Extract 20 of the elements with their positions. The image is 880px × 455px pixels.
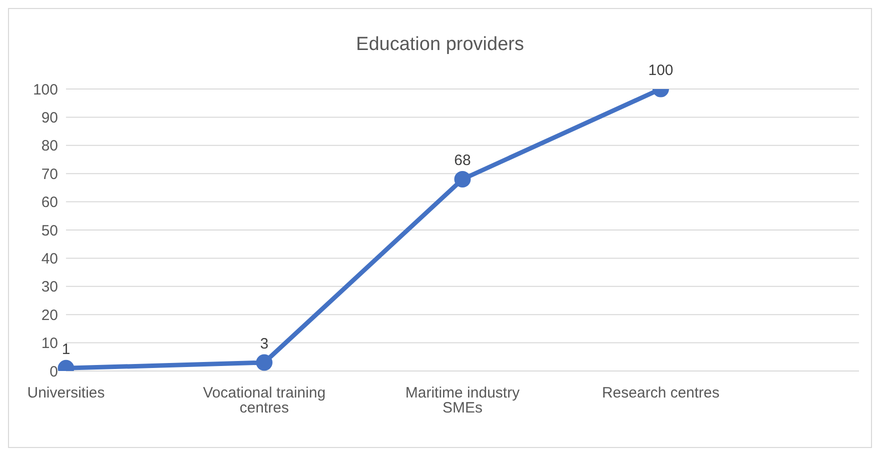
x-tick-label: Research centres xyxy=(602,384,720,402)
data-label: 100 xyxy=(648,62,674,79)
data-label: 68 xyxy=(454,152,471,170)
y-tick-label: 0 xyxy=(50,363,58,380)
data-label: 1 xyxy=(62,341,70,358)
y-tick-label: 50 xyxy=(41,222,58,240)
chart-title: Education providers xyxy=(355,34,525,56)
y-tick-label: 80 xyxy=(41,138,58,155)
y-tick-label: 90 xyxy=(41,110,58,127)
y-tick-label: 70 xyxy=(41,166,58,183)
x-tick-label: Maritime industry SMEs xyxy=(405,384,520,417)
y-tick-label: 10 xyxy=(41,335,58,352)
y-tick-label: 60 xyxy=(41,194,58,212)
y-tick-label: 20 xyxy=(41,306,58,324)
x-tick-label: Universities xyxy=(27,384,105,402)
y-tick-label: 100 xyxy=(32,81,58,98)
y-tick-label: 40 xyxy=(41,250,58,268)
data-label: 3 xyxy=(260,336,268,353)
y-tick-label: 30 xyxy=(41,278,58,296)
x-tick-label: Vocational training centres xyxy=(202,384,326,417)
